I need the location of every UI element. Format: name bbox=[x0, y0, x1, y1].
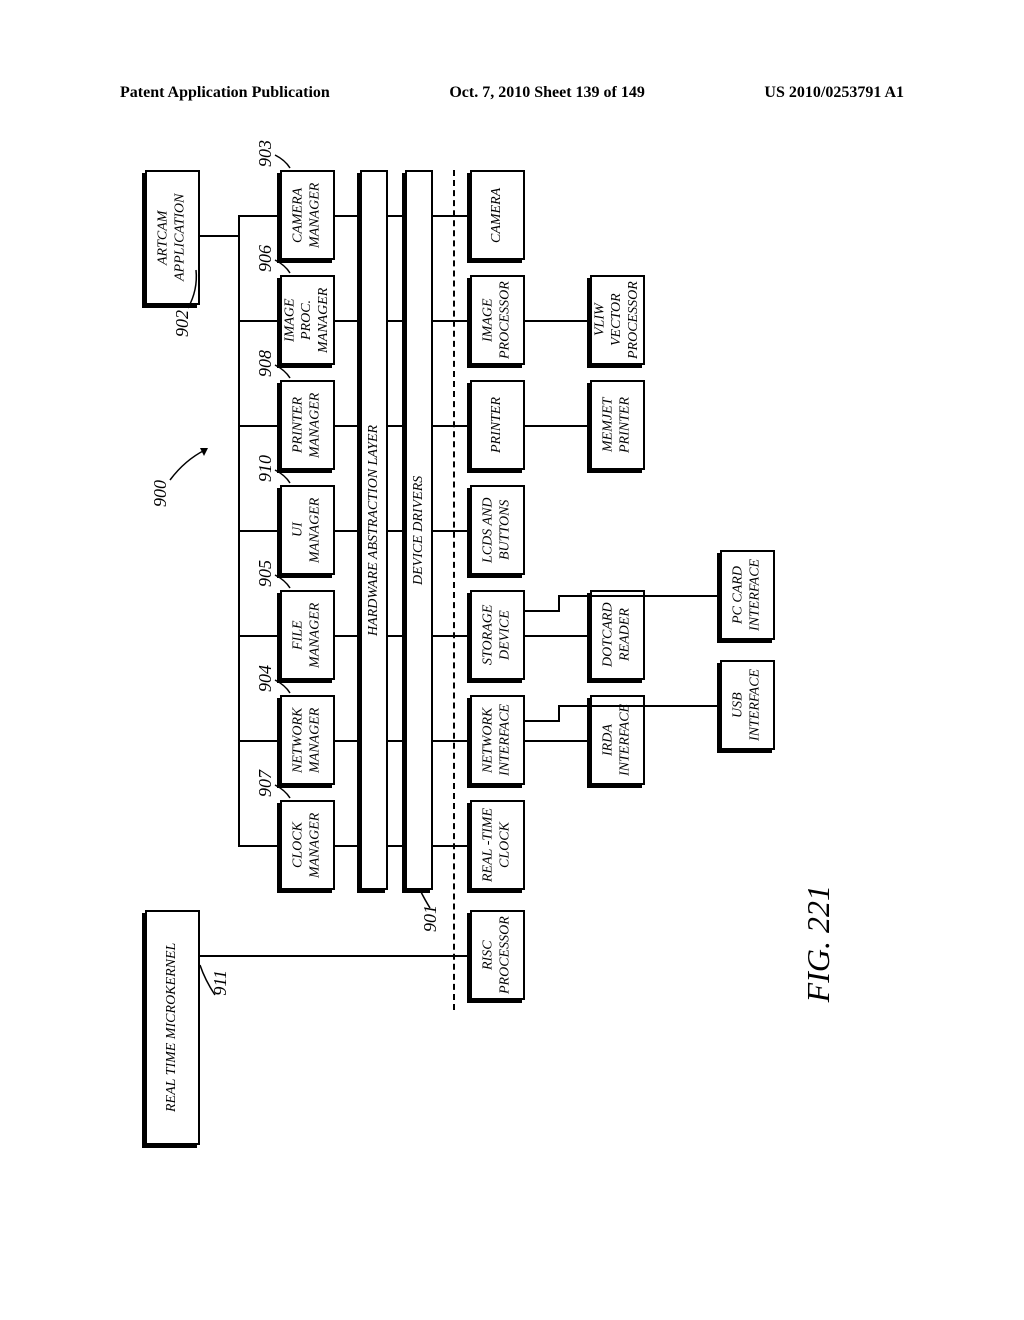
box-ui-mgr: UI MANAGER bbox=[280, 485, 335, 575]
box-vliw: VLIW VECTOR PROCESSOR bbox=[590, 275, 645, 365]
header-left: Patent Application Publication bbox=[120, 84, 330, 102]
box-microkernel: REAL TIME MICROKERNEL bbox=[145, 910, 200, 1145]
ref-906: 906 bbox=[255, 245, 276, 272]
box-memjet: MEMJET PRINTER bbox=[590, 380, 645, 470]
box-net-if: NETWORK INTERFACE bbox=[470, 695, 525, 785]
box-clock-mgr: CLOCK MANAGER bbox=[280, 800, 335, 890]
box-camera-mgr: CAMERA MANAGER bbox=[280, 170, 335, 260]
box-printer-mgr: PRINTER MANAGER bbox=[280, 380, 335, 470]
box-file-mgr: FILE MANAGER bbox=[280, 590, 335, 680]
box-pccard: PC CARD INTERFACE bbox=[720, 550, 775, 640]
box-usb: USB INTERFACE bbox=[720, 660, 775, 750]
ref-905: 905 bbox=[255, 560, 276, 587]
box-image-proc: IMAGE PROCESSOR bbox=[470, 275, 525, 365]
dashed-divider bbox=[453, 170, 455, 1010]
box-drivers: DEVICE DRIVERS bbox=[405, 170, 433, 890]
ref-910: 910 bbox=[255, 455, 276, 482]
ref-900: 900 bbox=[150, 480, 171, 507]
box-irda: IRDA INTERFACE bbox=[590, 695, 645, 785]
ref-904: 904 bbox=[255, 665, 276, 692]
box-dotcard: DOTCARD READER bbox=[590, 590, 645, 680]
figure-label: FIG. 221 bbox=[800, 885, 837, 1002]
ref-902: 902 bbox=[172, 310, 193, 337]
header-right: US 2010/0253791 A1 bbox=[764, 84, 904, 102]
box-risc: RISC PROCESSOR bbox=[470, 910, 525, 1000]
box-storage: STORAGE DEVICE bbox=[470, 590, 525, 680]
diagram-area: ARTCAM APPLICATION CAMERA MANAGER IMAGE … bbox=[100, 170, 900, 1170]
ref-907: 907 bbox=[255, 770, 276, 797]
header-center: Oct. 7, 2010 Sheet 139 of 149 bbox=[449, 84, 645, 102]
box-camera: CAMERA bbox=[470, 170, 525, 260]
ref-903: 903 bbox=[255, 140, 276, 167]
box-printer: PRINTER bbox=[470, 380, 525, 470]
box-lcds: LCDS AND BUTTONS bbox=[470, 485, 525, 575]
box-network-mgr: NETWORK MANAGER bbox=[280, 695, 335, 785]
ref-908: 908 bbox=[255, 350, 276, 377]
box-hal: HARDWARE ABSTRACTION LAYER bbox=[360, 170, 388, 890]
box-image-proc-mgr: IMAGE PROC. MANAGER bbox=[280, 275, 335, 365]
box-rtc: REAL -TIME CLOCK bbox=[470, 800, 525, 890]
